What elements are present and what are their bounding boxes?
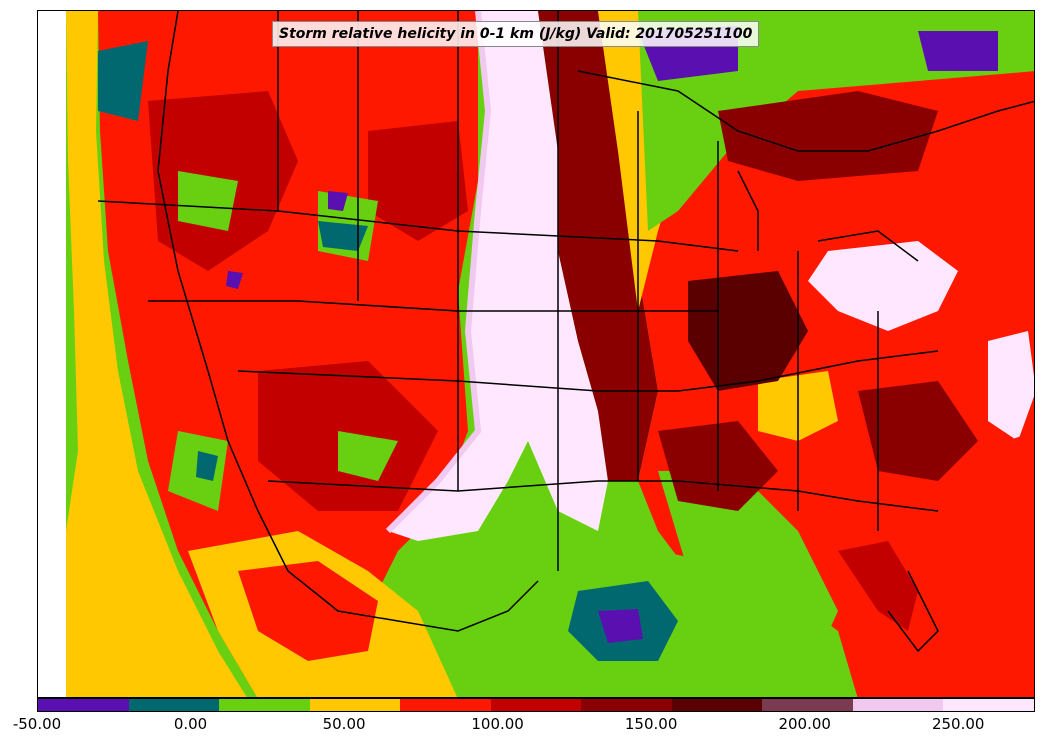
colorbar-segment bbox=[38, 699, 129, 711]
missing-data-strip bbox=[38, 11, 66, 697]
colorbar-tick-label: 50.00 bbox=[322, 715, 366, 733]
colorbar-segment bbox=[219, 699, 310, 711]
helicity-map bbox=[38, 11, 1034, 697]
northeast-dark bbox=[718, 91, 938, 181]
colorbar-tick-label: -50.00 bbox=[12, 715, 62, 733]
eastern-green bbox=[638, 11, 1034, 697]
atlantic-red bbox=[938, 431, 1034, 697]
great-lakes-white bbox=[808, 241, 958, 331]
east-coast-white bbox=[988, 331, 1034, 441]
map-panel bbox=[37, 10, 1035, 698]
colorbar-tick-label: 150.00 bbox=[624, 715, 678, 733]
colorbar-tick-label: 100.00 bbox=[471, 715, 524, 733]
colorbar-segment bbox=[581, 699, 672, 711]
colorbar-segment bbox=[852, 699, 944, 711]
colorbar-tick-label: 250.00 bbox=[931, 715, 985, 733]
colorbar-segment bbox=[400, 699, 491, 711]
colorbar bbox=[37, 698, 1035, 712]
plains-dark-band bbox=[538, 11, 658, 481]
pacific-yellow-band bbox=[66, 11, 247, 697]
colorbar-segment bbox=[671, 699, 763, 711]
colorbar-tick-label: 0.00 bbox=[173, 715, 208, 733]
florida bbox=[838, 541, 918, 631]
western-teal-patches bbox=[98, 41, 368, 481]
mexico-red bbox=[238, 561, 378, 661]
southeast-dark bbox=[658, 381, 978, 511]
chart-title: Storm relative helicity in 0-1 km (J/kg)… bbox=[272, 21, 760, 47]
western-green-patches bbox=[168, 171, 398, 511]
colorbar-segment bbox=[762, 699, 853, 711]
central-white-plume bbox=[388, 11, 608, 541]
gulf-purple-core bbox=[598, 609, 643, 643]
colorbar-segment bbox=[128, 699, 220, 711]
colorbar-tick-label: 200.00 bbox=[778, 715, 831, 733]
political-borders bbox=[97, 11, 1034, 653]
colorbar-segment bbox=[943, 699, 1035, 711]
western-purple-patches bbox=[226, 191, 348, 289]
colorbar-segment bbox=[309, 699, 401, 711]
plume-edge-pink bbox=[385, 11, 492, 534]
colorbar-segment bbox=[490, 699, 582, 711]
colorbar-tick-labels: -50.00 0.00 50.00 100.00 150.00 200.00 250.00 bbox=[0, 712, 1044, 745]
